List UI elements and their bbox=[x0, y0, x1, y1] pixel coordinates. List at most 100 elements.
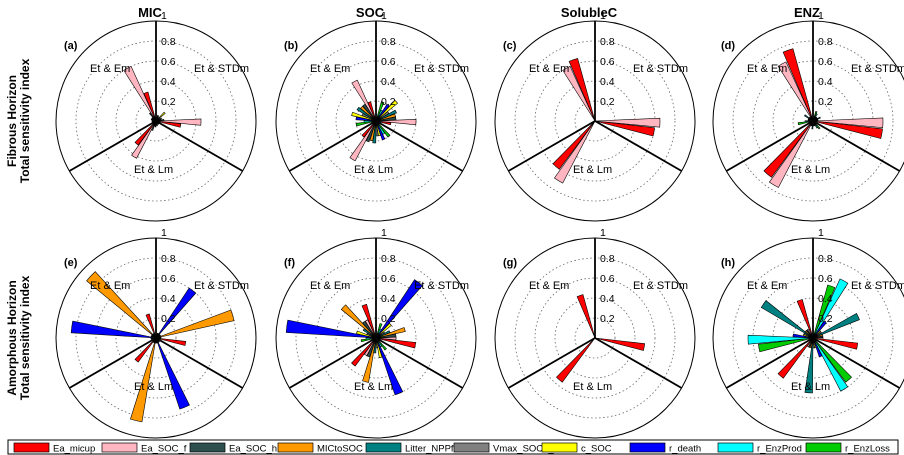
legend-label: Vmax_SOC0_f bbox=[493, 444, 557, 455]
legend-label: Ea_SOC_f bbox=[141, 444, 187, 455]
bar-r_EnzProd-2 bbox=[812, 278, 849, 339]
grid-ring bbox=[534, 277, 656, 399]
sector-label: Et & Em bbox=[529, 63, 569, 75]
legend-swatch bbox=[805, 442, 842, 453]
bar-r_EnzLoss-1 bbox=[758, 337, 814, 353]
legend-label: r_EnzProd bbox=[757, 444, 802, 455]
ring-tick-label: 0.8 bbox=[381, 253, 396, 265]
row-label-line1: Fibrous Horizon bbox=[5, 75, 19, 167]
bar-Ea_SOC_f-3 bbox=[768, 120, 814, 188]
bar-Ea_SOC_h-1 bbox=[362, 103, 377, 122]
legend-label: r_death bbox=[669, 444, 701, 455]
bar-MICtoSOC-3 bbox=[362, 337, 377, 383]
bar-Ea_micup-1 bbox=[145, 313, 157, 339]
bar-Ea_SOC_f-2 bbox=[594, 117, 661, 128]
bar-c_SOC-1 bbox=[356, 330, 377, 339]
bar-c_SOC-2 bbox=[375, 322, 392, 339]
bar-Ea_SOC_f-3 bbox=[553, 120, 596, 184]
legend-item-Ea_SOC_f: Ea_SOC_f bbox=[101, 442, 187, 455]
bar-c_SOC-2 bbox=[375, 99, 399, 122]
ring-tick-label: 0.8 bbox=[600, 36, 615, 48]
bar-Litter_NPPfrac-1 bbox=[362, 328, 377, 339]
bar-Ea_SOC_f-1 bbox=[777, 61, 814, 122]
legend-swatch bbox=[541, 442, 578, 453]
legend-swatch bbox=[101, 442, 138, 453]
ring-tick-label: 0.8 bbox=[600, 253, 615, 265]
bar-Ea_micup-2 bbox=[155, 337, 187, 346]
sector-divider bbox=[68, 120, 157, 172]
bar-r_death-1 bbox=[792, 333, 814, 339]
bar-Ea_micup-2 bbox=[155, 120, 182, 128]
ring-tick-label: 1 bbox=[818, 10, 824, 22]
ring-tick-label: 0.8 bbox=[818, 36, 833, 48]
bar-Litter_NPPfrac-2 bbox=[812, 312, 860, 339]
legend-swatch bbox=[629, 442, 666, 453]
bar-Ea_SOC_h-3 bbox=[151, 120, 157, 131]
sector-label: Et & Lm bbox=[573, 164, 612, 176]
sector-divider bbox=[812, 337, 901, 389]
sector-divider bbox=[68, 337, 157, 389]
ring-tick-label: 0.4 bbox=[161, 76, 176, 88]
legend-swatch bbox=[13, 442, 50, 453]
bar-Ea_SOC_f-3 bbox=[349, 120, 377, 162]
sector-divider bbox=[375, 337, 464, 389]
polar-panel-d: 0.2 0.4 0.6 0.8 1 Et & Em Et & STDm Et & Lm (d) E… bbox=[712, 5, 904, 222]
bar-r_EnzLoss-1 bbox=[797, 120, 814, 126]
bar-Litter_NPPfrac-3 bbox=[373, 337, 377, 354]
bar-Ea_micup-3 bbox=[361, 120, 377, 138]
bar-Ea_micup-3 bbox=[552, 120, 596, 170]
legend-swatch bbox=[453, 442, 490, 453]
legend-swatch bbox=[189, 442, 226, 453]
panel-letter: (b) bbox=[284, 40, 298, 52]
ring-tick-label: 0.2 bbox=[818, 313, 833, 325]
panel-letter: (g) bbox=[503, 257, 517, 269]
panels: 0.2 0.4 0.6 0.8 1 Et & Em Et & STDm Et & Lm (a) M… bbox=[55, 5, 904, 439]
sector-label: Et & Em bbox=[747, 280, 787, 292]
bar-Ea_micup-3 bbox=[351, 337, 377, 367]
panel-letter: (h) bbox=[721, 257, 735, 269]
bar-r_EnzLoss-3 bbox=[812, 337, 853, 383]
legend-item-r_death: r_death bbox=[629, 442, 701, 455]
bar-Ea_SOC_f-1 bbox=[562, 66, 596, 122]
ring-tick-label: 0.4 bbox=[381, 76, 396, 88]
bar-Ea_SOC_h-1 bbox=[362, 320, 377, 339]
sector-divider bbox=[725, 337, 814, 389]
legend-item-c_SOC: c_SOC bbox=[541, 442, 612, 455]
sector-label: Et & Em bbox=[529, 280, 569, 292]
bar-r_death-3 bbox=[155, 337, 190, 410]
row-labels: Fibrous Horizon Total sensitivity indexAm… bbox=[5, 58, 32, 400]
sector-divider bbox=[812, 120, 901, 172]
sector-label: Et & Lm bbox=[134, 164, 173, 176]
ring-tick-label: 0.2 bbox=[381, 313, 396, 325]
panel-letter: (d) bbox=[721, 40, 735, 52]
sector-label: Et & Lm bbox=[354, 164, 393, 176]
bar-r_EnzLoss-3 bbox=[375, 337, 387, 351]
legend-item-r_EnzLoss: r_EnzLoss bbox=[805, 442, 890, 455]
polar-panel-f: 0.2 0.4 0.6 0.8 1 Et & Em Et & STDm Et & Lm (f) bbox=[275, 227, 477, 439]
bar-Ea_micup-1 bbox=[576, 294, 596, 339]
legend-swatch bbox=[277, 442, 314, 453]
ring-tick-label: 0.6 bbox=[818, 56, 833, 68]
bar-r_EnzLoss-3 bbox=[155, 337, 160, 343]
bar-Ea_SOC_f-1 bbox=[123, 66, 157, 122]
bar-Litter_NPPfrac-3 bbox=[372, 120, 377, 144]
panel-letter: (f) bbox=[284, 257, 295, 269]
sector-label: Et & Lm bbox=[134, 381, 173, 393]
ring-tick-label: 0.4 bbox=[161, 293, 176, 305]
bar-r_EnzLoss-2 bbox=[155, 114, 159, 122]
bar-MICtoSOC-1 bbox=[86, 271, 157, 339]
polar-panel-c: 0.2 0.4 0.6 0.8 1 Et & Em Et & STDm Et & Lm (c) S… bbox=[494, 5, 696, 222]
legend-item-Ea_SOC_h: Ea_SOC_h bbox=[189, 442, 277, 455]
sector-label: Et & STDm bbox=[194, 63, 249, 75]
bar-r_EnzLoss-1 bbox=[150, 337, 157, 340]
bar-MICtoSOC-1 bbox=[360, 105, 377, 122]
ring-tick-label: 0.6 bbox=[600, 273, 615, 285]
bar-MICtoSOC-3 bbox=[130, 337, 157, 423]
legend-label: MICtoSOC bbox=[317, 444, 363, 455]
legend-item-MICtoSOC: MICtoSOC bbox=[277, 442, 363, 455]
bar-Ea_micup-2 bbox=[812, 120, 883, 139]
row-label-line1: Amorphous Horizon bbox=[5, 280, 19, 395]
panel-letter: (a) bbox=[64, 40, 78, 52]
bar-r_EnzLoss-3 bbox=[155, 120, 160, 125]
